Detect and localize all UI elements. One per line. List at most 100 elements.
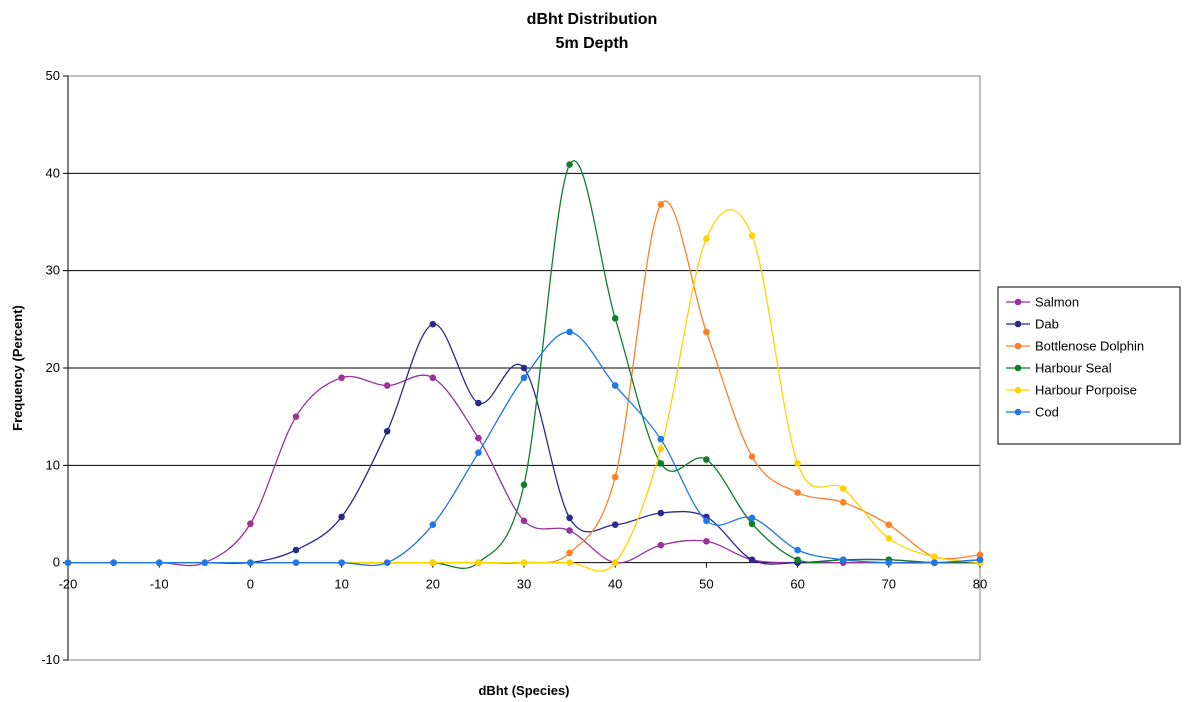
x-axis-label: dBht (Species) — [478, 683, 569, 698]
data-point — [611, 521, 619, 529]
data-point — [338, 374, 345, 382]
x-tick-label: 10 — [334, 577, 348, 592]
data-point — [703, 537, 710, 545]
data-point — [520, 481, 528, 489]
y-tick-label: 10 — [46, 457, 60, 472]
y-tick-label: -10 — [41, 652, 60, 667]
data-point — [475, 399, 482, 407]
y-tick-label: 50 — [46, 68, 60, 83]
series-harbour-porpoise — [64, 209, 984, 572]
data-point — [566, 161, 573, 168]
legend-swatch-marker — [1014, 320, 1022, 328]
data-point — [247, 520, 254, 528]
legend-entry: Cod — [1006, 405, 1059, 420]
data-point — [748, 514, 756, 522]
data-point — [429, 374, 437, 382]
data-point — [292, 413, 300, 420]
data-point — [566, 549, 573, 557]
x-tick-label: -10 — [150, 577, 169, 592]
data-point — [611, 382, 619, 389]
data-point — [657, 201, 665, 208]
data-point — [201, 559, 209, 566]
data-point — [657, 509, 665, 517]
data-point — [611, 315, 619, 322]
y-axis-label: Frequency (Percent) — [10, 305, 25, 431]
data-point — [566, 514, 573, 522]
data-point — [748, 453, 756, 460]
series-salmon — [64, 374, 984, 567]
legend-swatch-marker — [1014, 386, 1022, 394]
data-point — [247, 559, 254, 566]
y-tick-label: 20 — [46, 360, 60, 375]
data-point — [885, 535, 893, 542]
data-point — [520, 559, 528, 566]
data-point — [885, 521, 893, 529]
chart-subtitle: 5m Depth — [556, 35, 629, 52]
x-tick-label: 70 — [882, 577, 896, 592]
data-point — [155, 559, 163, 566]
y-tick-label: 0 — [53, 555, 60, 570]
data-point — [794, 546, 801, 554]
data-point — [520, 517, 528, 525]
x-tick-label: 50 — [699, 577, 713, 592]
data-point — [748, 556, 756, 564]
legend-entry: Dab — [1006, 317, 1059, 332]
data-point — [475, 559, 482, 566]
data-point — [703, 235, 710, 242]
series-bottlenose-dolphin — [64, 200, 984, 566]
x-tick-label: 0 — [247, 577, 254, 592]
legend-label: Dab — [1035, 317, 1059, 332]
y-tick-label: 40 — [46, 165, 60, 180]
series-line — [68, 374, 980, 567]
x-tick-label: 60 — [790, 577, 804, 592]
data-point — [794, 460, 801, 467]
data-point — [611, 473, 619, 481]
legend-label: Harbour Seal — [1035, 361, 1112, 376]
data-point — [566, 328, 573, 336]
data-point — [703, 328, 710, 336]
data-point — [429, 320, 437, 328]
data-point — [292, 546, 300, 554]
legend-label: Cod — [1035, 405, 1059, 420]
data-point — [839, 499, 847, 506]
data-point — [429, 521, 437, 529]
tick-labels: -10 0 10 20 30 40 50 -20 -10 0 10 20 30 40 50 60 70 80 — [41, 68, 987, 667]
data-point — [794, 489, 801, 496]
data-point — [520, 364, 528, 372]
legend-label: Bottlenose Dolphin — [1035, 339, 1144, 354]
data-point — [429, 559, 437, 566]
series-harbour-seal — [64, 160, 984, 570]
legend-label: Salmon — [1035, 295, 1079, 310]
series-dab — [64, 320, 984, 566]
data-point — [566, 559, 573, 566]
legend: Salmon Dab Bottlenose Dolphin Harbour Seal H… — [997, 286, 1181, 445]
x-tick-label: 30 — [517, 577, 531, 592]
data-point — [657, 541, 665, 549]
data-point — [931, 559, 938, 566]
data-point — [338, 559, 345, 566]
data-point — [383, 382, 391, 389]
legend-entry: Bottlenose Dolphin — [1006, 339, 1144, 354]
series-line — [68, 160, 981, 570]
data-point — [383, 427, 391, 435]
data-point — [657, 445, 665, 453]
data-point — [794, 556, 801, 564]
data-point — [383, 559, 391, 566]
series-lines — [64, 160, 984, 572]
legend-swatch-marker — [1014, 408, 1022, 416]
data-point — [976, 551, 984, 559]
data-point — [520, 374, 528, 382]
y-tick-label: 30 — [46, 263, 60, 278]
legend-entry: Harbour Seal — [1006, 361, 1112, 376]
data-point — [885, 559, 893, 566]
legend-label: Harbour Porpoise — [1035, 383, 1137, 398]
legend-swatch-marker — [1014, 342, 1022, 350]
series-cod — [64, 328, 984, 567]
data-point — [931, 553, 938, 561]
data-point — [292, 559, 300, 566]
x-tick-label: -20 — [59, 577, 78, 592]
legend-entry: Harbour Porpoise — [1006, 383, 1137, 398]
chart-title: dBht Distribution — [527, 11, 658, 28]
gridlines — [68, 75, 980, 466]
